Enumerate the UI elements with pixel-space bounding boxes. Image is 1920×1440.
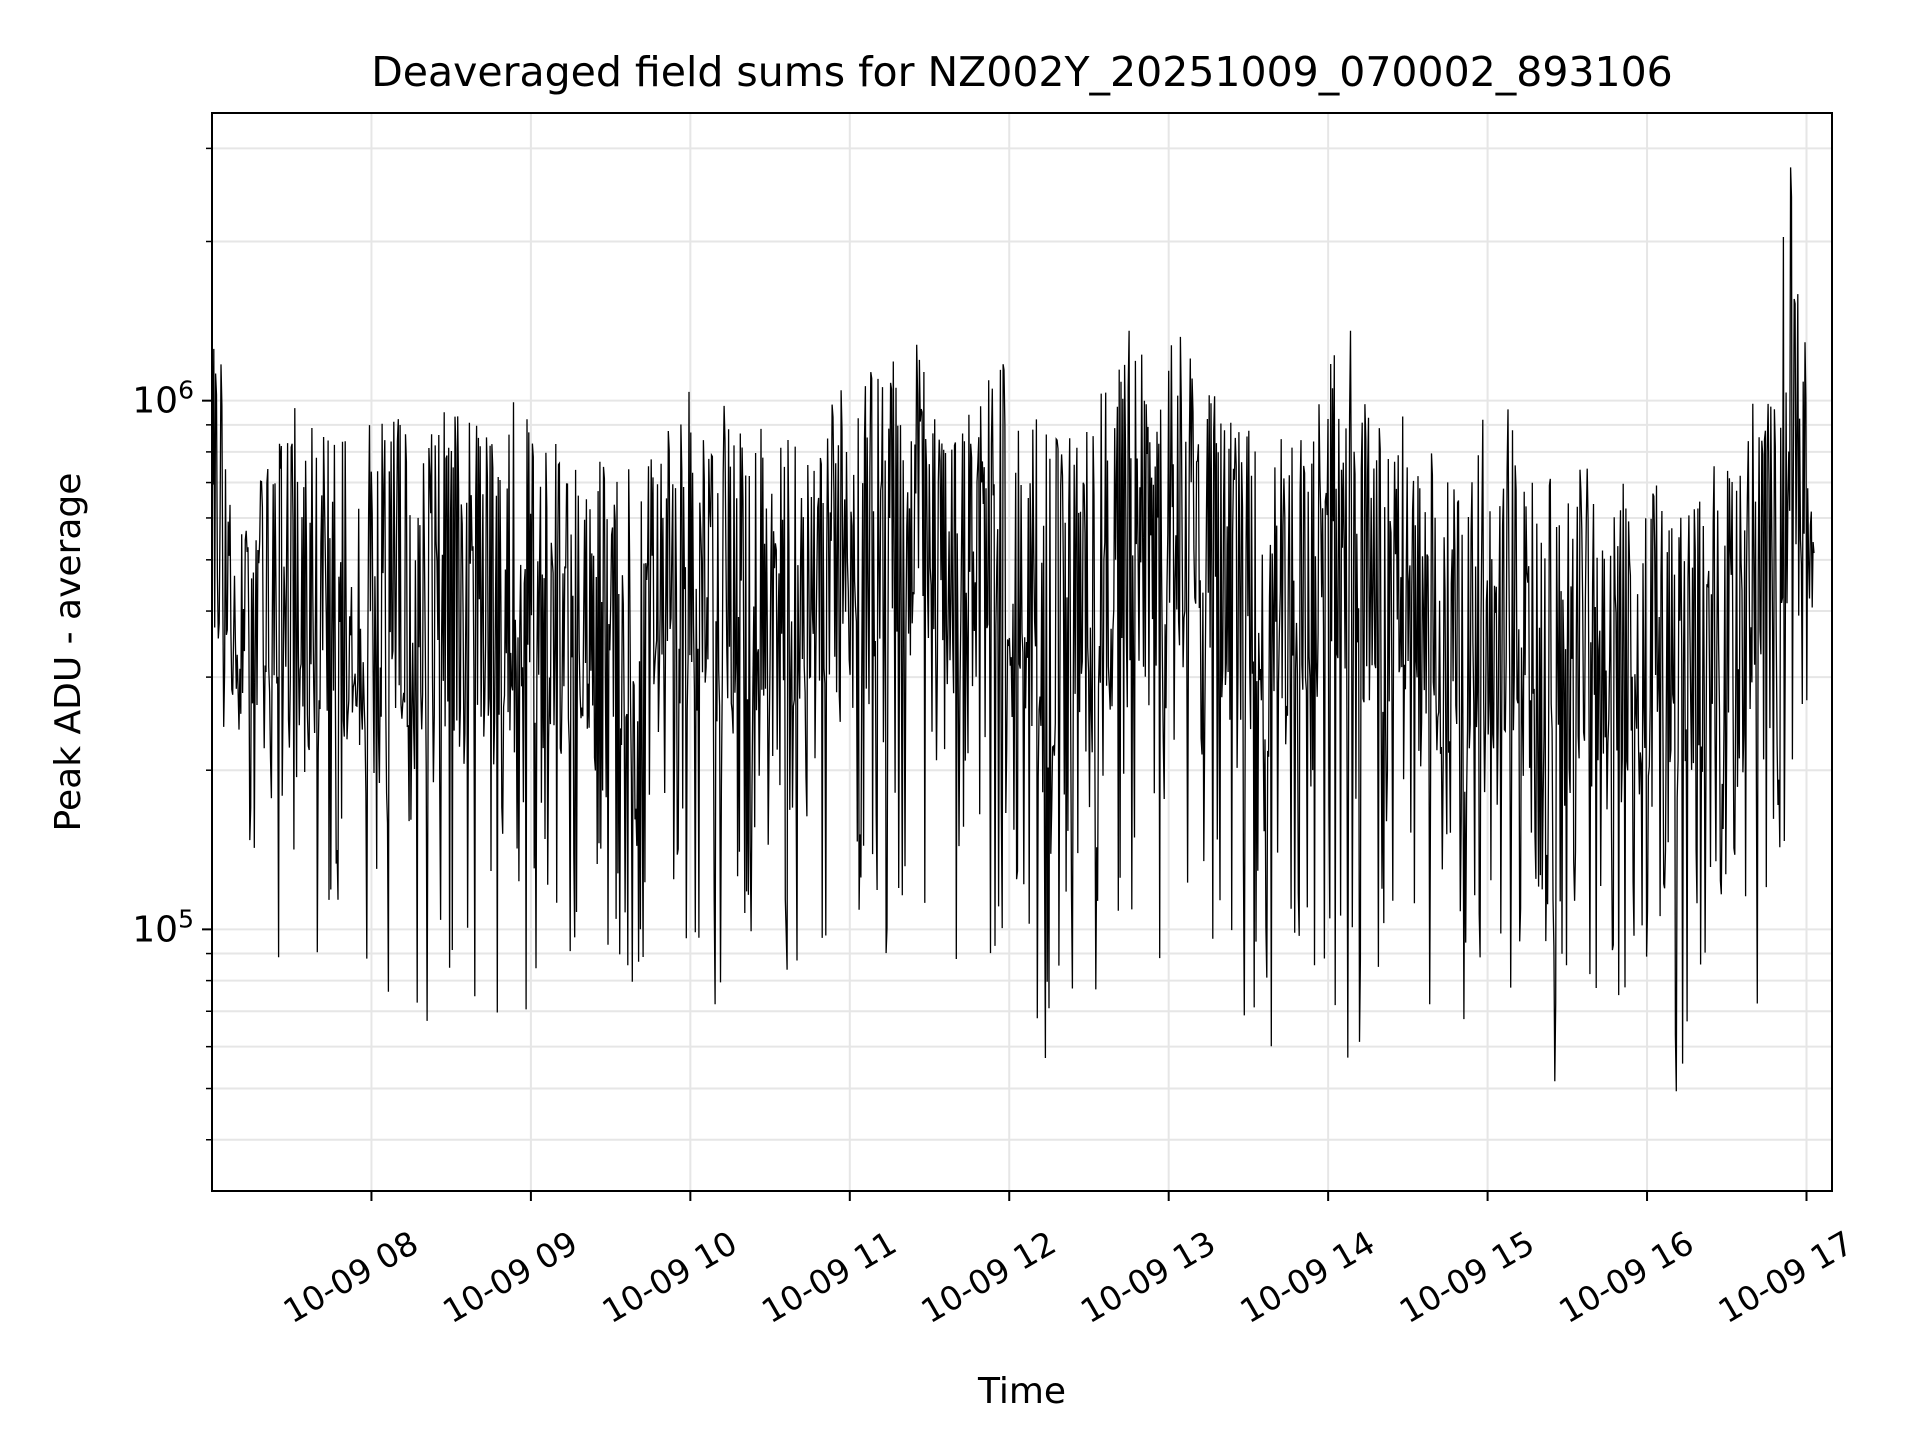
x-axis-label: Time: [977, 1371, 1066, 1412]
series-line: [211, 167, 1815, 1092]
y-axis-label: Peak ADU - average: [48, 473, 89, 832]
data-series: [211, 167, 1815, 1092]
plot-area-frame: [211, 112, 1833, 1192]
chart-title: Deaveraged field sums for NZ002Y_2025100…: [371, 48, 1673, 96]
